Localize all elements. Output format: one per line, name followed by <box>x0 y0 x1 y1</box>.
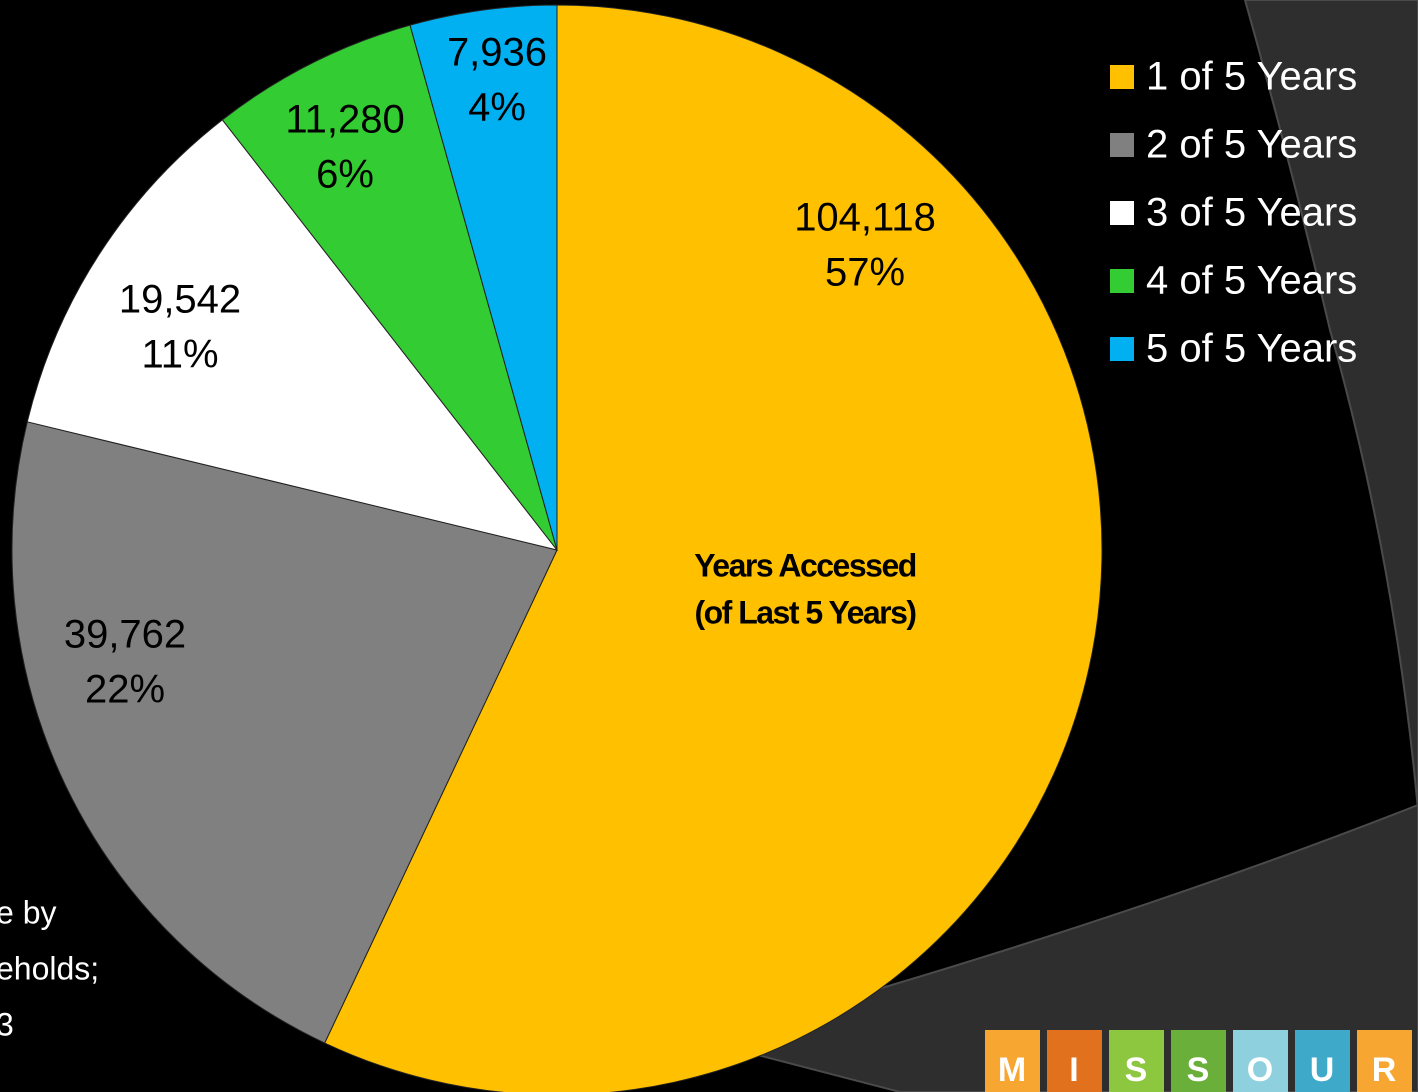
legend-label: 2 of 5 Years <box>1146 123 1357 167</box>
logo-tile <box>1047 1030 1102 1092</box>
pie: 104,118 57% 39,762 22% 19,542 11% 11,280 6% 7,93… <box>11 4 1103 1092</box>
legend-label: 1 of 5 Years <box>1146 55 1357 99</box>
legend-swatch <box>1110 269 1134 293</box>
data-label: 19,542 <box>119 278 241 322</box>
legend-label: 4 of 5 Years <box>1146 259 1357 303</box>
logo-tile <box>1295 1030 1350 1092</box>
legend-label: 5 of 5 Years <box>1146 327 1357 371</box>
pie-slice <box>221 24 558 551</box>
legend-label: 3 of 5 Years <box>1146 191 1357 235</box>
logo-tile <box>1171 1030 1226 1092</box>
logo-tile <box>985 1030 1040 1092</box>
logo-letter: R <box>1372 1051 1397 1089</box>
logo-letter: O <box>1247 1051 1273 1089</box>
data-label: 4% <box>468 86 526 130</box>
data-label: 39,762 <box>64 613 186 657</box>
data-label: 57% <box>825 251 905 295</box>
data-label: 11% <box>141 333 218 377</box>
logo-letter: U <box>1310 1051 1335 1089</box>
logo-letter: S <box>1125 1051 1148 1089</box>
background-shape <box>1243 0 1418 811</box>
data-label: 22% <box>85 668 165 712</box>
data-label: 7,936 <box>447 31 547 75</box>
legend-swatch <box>1110 133 1134 157</box>
annotation: 3 <box>0 1006 14 1042</box>
logo-tile <box>1109 1030 1164 1092</box>
annotation: e by <box>0 894 56 930</box>
chart-title: (of Last 5 Years) <box>694 594 916 630</box>
pie-slice <box>409 4 558 551</box>
data-label: 104,118 <box>794 196 936 240</box>
data-label: 6% <box>316 153 374 197</box>
legend-swatch <box>1110 201 1134 225</box>
legend: 1 of 5 Years 2 of 5 Years 3 of 5 Years 4 of… <box>1110 55 1357 371</box>
annotation: eholds; <box>0 950 99 986</box>
pie-slice <box>11 421 558 1044</box>
logo-tile <box>1233 1030 1288 1092</box>
logo-tile <box>1357 1030 1412 1092</box>
logo-letter: I <box>1069 1051 1078 1089</box>
chart-title: Years Accessed <box>694 547 916 583</box>
logo-letter: M <box>998 1051 1026 1089</box>
legend-swatch <box>1110 65 1134 89</box>
data-label: 11,280 <box>285 98 404 142</box>
notes: e by eholds; 3 <box>0 894 99 1042</box>
legend-swatch <box>1110 337 1134 361</box>
logo-letter: S <box>1187 1051 1210 1089</box>
pie-slice <box>26 119 559 551</box>
